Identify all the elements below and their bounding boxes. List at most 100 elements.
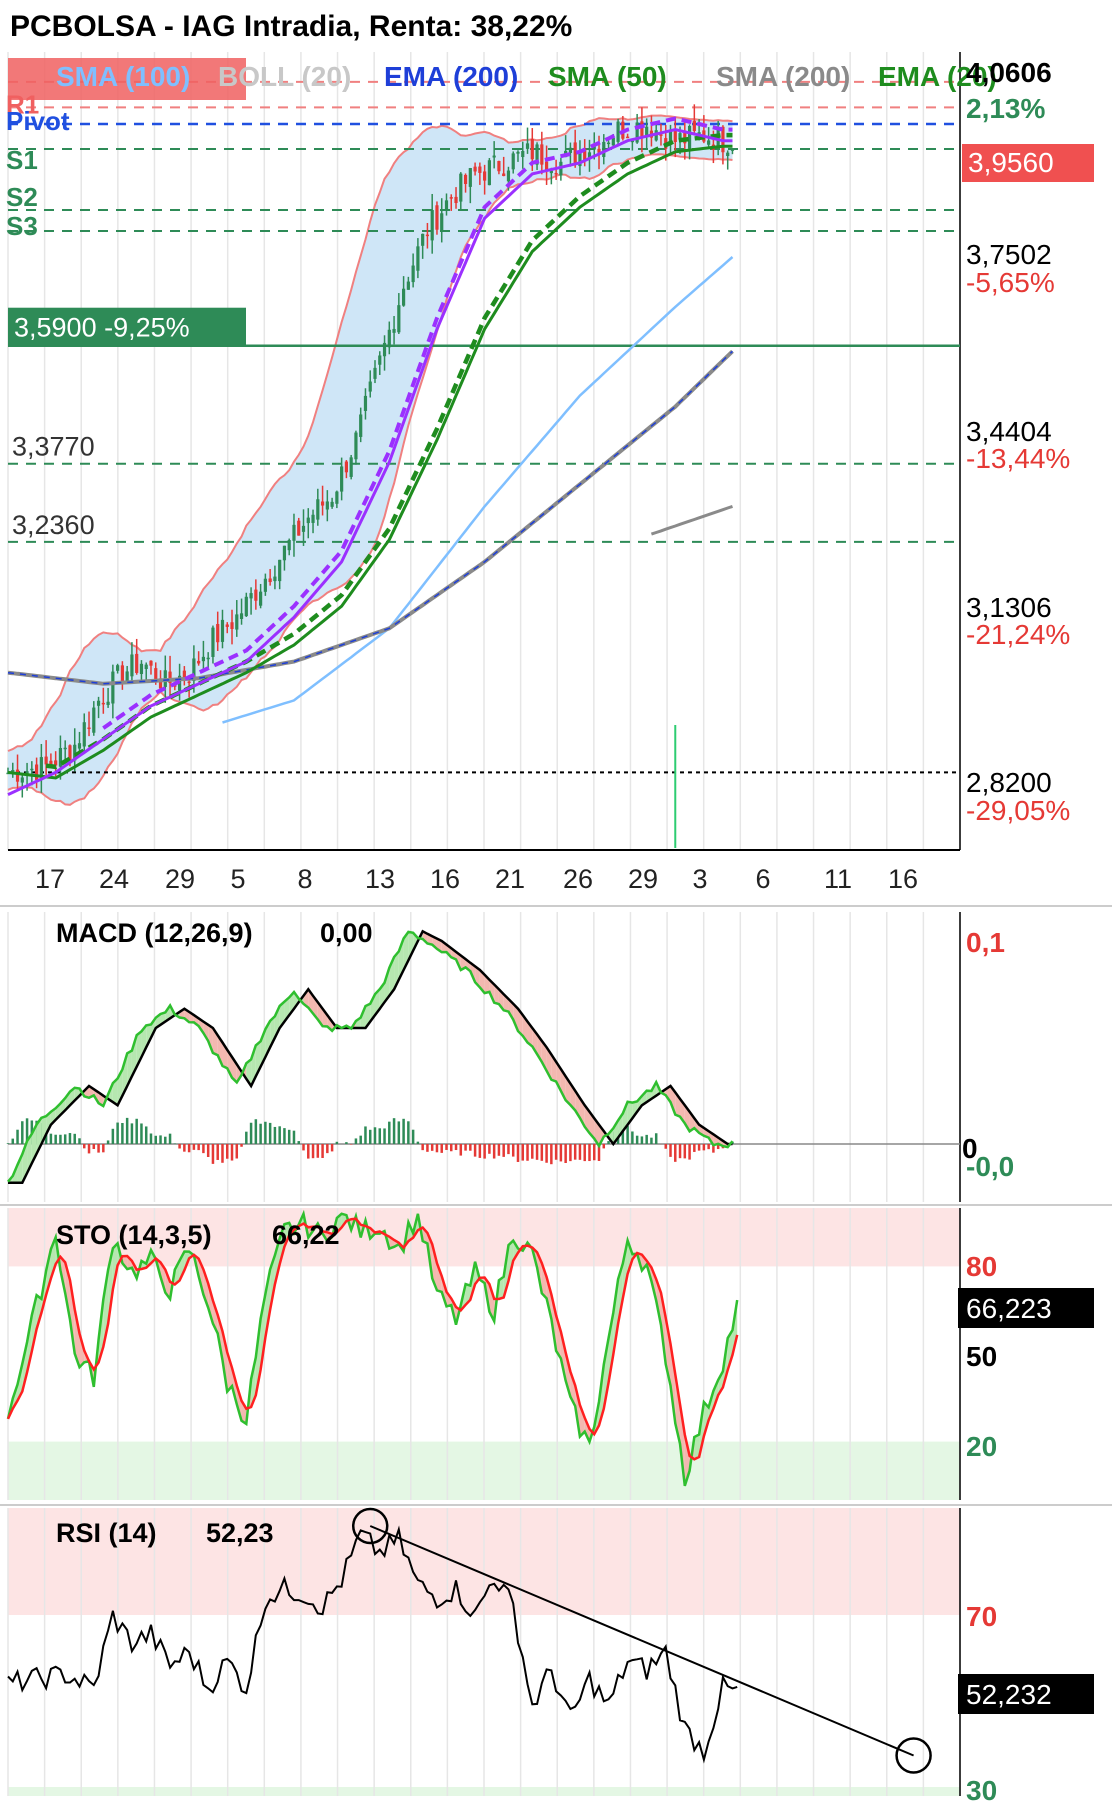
candle-body — [344, 461, 349, 473]
macd-fill — [637, 1095, 642, 1112]
macd-fill — [303, 989, 309, 1008]
sto-fill — [69, 1280, 75, 1354]
candle-body — [354, 432, 358, 460]
candle-body — [282, 545, 287, 561]
x-tick-label: 17 — [35, 864, 65, 894]
rsi-value: 52,23 — [206, 1518, 274, 1548]
sto-fill — [208, 1283, 213, 1324]
macd-fill — [41, 1116, 47, 1144]
candle-body — [573, 142, 577, 165]
candle-body — [20, 777, 24, 783]
macd-fill — [513, 1003, 518, 1032]
candle-body — [158, 678, 163, 689]
candle-body — [192, 658, 196, 681]
price-y-tick: 3,1306 — [966, 592, 1052, 623]
sto-fill — [727, 1330, 733, 1371]
candle-body — [120, 665, 124, 684]
macd-fill — [112, 1078, 118, 1106]
candle-body — [368, 381, 372, 392]
macd-y-tick: -0,0 — [966, 1151, 1014, 1182]
candle-body — [626, 136, 630, 139]
candle-body — [645, 126, 649, 138]
x-tick-label: 21 — [495, 864, 525, 894]
sto-value: 66,22 — [272, 1220, 340, 1250]
x-tick-label: 3 — [692, 864, 707, 894]
candle-body — [39, 757, 43, 778]
sto-d-line — [6, 1217, 739, 1461]
last-price-text: 3,9560 — [968, 147, 1054, 178]
candle-body — [130, 654, 134, 677]
price-y-pct: -29,05% — [966, 795, 1070, 826]
sto-fill — [713, 1379, 719, 1409]
sto-fill — [279, 1224, 285, 1265]
sto-fill — [541, 1263, 547, 1299]
rsi-last-value: 52,232 — [966, 1679, 1052, 1710]
candle-body — [373, 367, 377, 379]
macd-fill — [17, 1154, 23, 1183]
price-y-tick: 3,4404 — [966, 416, 1052, 447]
macd-fill — [122, 1053, 128, 1096]
x-tick-label: 11 — [824, 864, 852, 894]
sto-y-tick: 80 — [966, 1251, 997, 1282]
pivot-label: Pivot — [6, 106, 70, 136]
candle-body — [187, 681, 191, 684]
candle-body — [197, 660, 201, 664]
candle-body — [449, 197, 453, 199]
macd-panel: MACD (12,26,9) 0,00 0,1 0-0,0 — [0, 905, 1112, 1202]
candle-body — [478, 166, 482, 173]
pivot-label: S2 — [6, 182, 38, 212]
candle-body — [506, 170, 511, 182]
macd-fill — [46, 1111, 51, 1135]
candle-body — [154, 668, 158, 681]
candle-body — [206, 657, 210, 660]
legend-entry: SMA (50) — [548, 61, 667, 92]
macd-signal-line — [8, 929, 733, 1184]
candle-body — [525, 143, 530, 149]
candle-body — [68, 745, 72, 761]
candle-body — [278, 559, 282, 582]
rsi-y-tick: 30 — [966, 1775, 997, 1806]
level-label: 3,2360 — [12, 510, 95, 540]
candle-body — [416, 246, 420, 271]
candle-body — [511, 153, 515, 170]
sto-fill — [274, 1238, 280, 1285]
price-y-tick: 3,7502 — [966, 239, 1052, 270]
sto-fill — [36, 1295, 42, 1330]
candle-body — [683, 130, 687, 144]
macd-fill — [408, 931, 414, 961]
macd-fill — [355, 1017, 361, 1028]
bollinger-upper — [7, 114, 733, 752]
sma100-line — [222, 256, 734, 724]
sto-fill — [556, 1315, 561, 1359]
sto-fill — [694, 1434, 700, 1460]
candle-body — [502, 173, 506, 177]
candle-body — [497, 161, 501, 172]
candle-body — [182, 670, 186, 680]
macd-fill — [208, 1024, 213, 1053]
pivot-label: S1 — [6, 145, 38, 175]
candle-body — [568, 147, 573, 153]
candle-body — [287, 540, 291, 551]
sto-fill — [165, 1269, 171, 1300]
candle-body — [320, 501, 325, 506]
candle-body — [459, 173, 463, 202]
sto-fill — [241, 1400, 247, 1424]
sma200-seg-line — [650, 504, 733, 536]
candle-body — [244, 596, 248, 617]
candle-body — [106, 701, 110, 705]
ema20-line — [7, 128, 733, 796]
sto-fill — [498, 1276, 504, 1300]
candle-body — [435, 205, 439, 230]
macd-label: MACD (12,26,9) — [56, 918, 253, 948]
candle-body — [230, 622, 234, 629]
sto-fill — [560, 1331, 566, 1381]
macd-fill — [293, 991, 299, 1009]
candle-body — [201, 656, 206, 662]
candle-body — [430, 210, 434, 241]
sto-y-tick: 50 — [966, 1341, 997, 1372]
candle-body — [225, 624, 229, 627]
x-tick-label: 29 — [628, 864, 658, 894]
candle-body — [659, 134, 663, 136]
sto-fill — [417, 1213, 423, 1242]
sto-fill — [22, 1342, 28, 1392]
